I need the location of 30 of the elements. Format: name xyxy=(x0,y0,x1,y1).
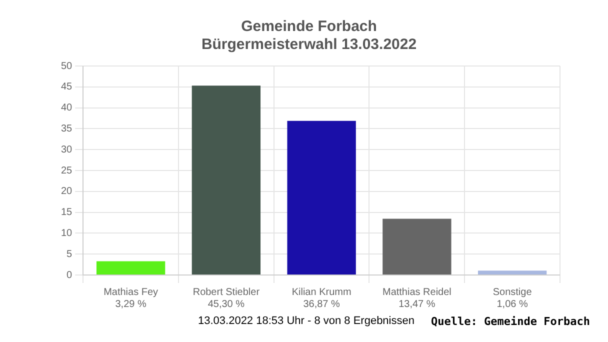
text: 13.03.2022 18:53 Uhr - 8 von 8 Ergebnissen xyxy=(198,315,414,328)
data-label: 45,30 % xyxy=(208,298,245,310)
x-tick-label: Mathias Fey xyxy=(104,286,158,298)
data-label: 1,06 % xyxy=(496,298,528,310)
bar xyxy=(478,270,547,274)
data-label: 36,87 % xyxy=(303,298,340,310)
x-tick-label: Kilian Krumm xyxy=(292,286,352,298)
y-tick-label: 50 xyxy=(61,60,73,72)
source-note: Quelle: Gemeinde Forbach xyxy=(431,315,590,328)
bar xyxy=(287,120,356,274)
y-tick-label: 45 xyxy=(61,82,73,93)
data-label: 13,47 % xyxy=(398,298,436,310)
bar xyxy=(192,86,261,274)
y-tick-label: 30 xyxy=(61,144,73,156)
x-tick-label: Matthias Reidel xyxy=(382,286,452,298)
y-tick-label: 10 xyxy=(61,228,73,239)
x-tick-label: Sonstige xyxy=(492,286,532,298)
y-tick-label: 0 xyxy=(66,270,73,281)
y-tick-label: 40 xyxy=(61,102,73,114)
bar xyxy=(96,261,166,274)
chart-title: Gemeinde Forbach xyxy=(241,18,377,36)
y-tick-label: 5 xyxy=(66,248,73,260)
bar xyxy=(382,218,452,274)
chart-subtitle: Bürgermeisterwahl 13.03.2022 xyxy=(201,36,417,54)
y-tick-label: 15 xyxy=(61,207,73,218)
x-tick-label: Robert Stiebler xyxy=(192,286,260,298)
y-tick-label: 35 xyxy=(61,123,73,134)
data-label: 3,29 % xyxy=(115,298,146,310)
y-tick-label: 25 xyxy=(61,165,73,176)
y-tick-label: 20 xyxy=(61,186,73,198)
